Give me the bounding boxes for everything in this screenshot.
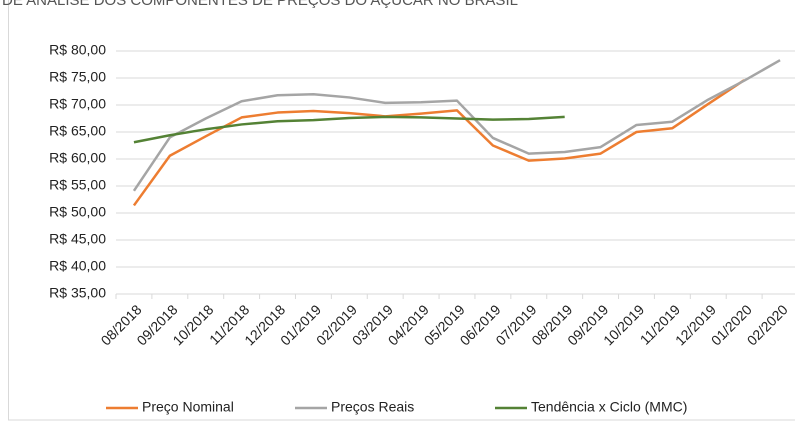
x-tick-label: 02/2020	[744, 301, 791, 348]
y-tick-label: R$ 75,00	[49, 69, 106, 85]
series-line	[132, 59, 781, 192]
y-tick-label: R$ 70,00	[49, 96, 106, 112]
y-tick-label: R$ 40,00	[49, 258, 106, 274]
legend-label: Preços Reais	[331, 399, 414, 415]
legend-label: Preço Nominal	[142, 399, 234, 415]
series-line	[133, 115, 565, 144]
y-tick-label: R$ 60,00	[49, 150, 106, 166]
y-tick-label: R$ 55,00	[49, 177, 106, 193]
x-tick-label: 10/2018	[169, 301, 216, 348]
y-tick-label: R$ 45,00	[49, 231, 106, 247]
y-tick-label: R$ 65,00	[49, 123, 106, 139]
legend-label: Tendência x Ciclo (MMC)	[531, 399, 687, 415]
y-tick-label: R$ 50,00	[49, 204, 106, 220]
chart-frame	[8, 0, 795, 421]
y-tick-label: R$ 80,00	[49, 42, 106, 58]
y-tick-label: R$ 35,00	[49, 285, 106, 301]
chart-title: DE ANÁLISE DOS COMPONENTES DE PREÇOS DO …	[2, 0, 518, 9]
series-line	[132, 79, 745, 207]
x-tick-label: 10/2019	[600, 301, 647, 348]
